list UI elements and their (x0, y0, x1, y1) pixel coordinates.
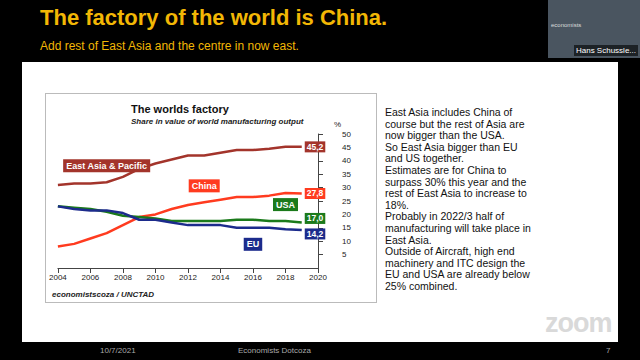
svg-text:2008: 2008 (114, 273, 132, 282)
html-text:Add rest of East Asia and the: Add rest of East Asia and the centre in … (40, 39, 299, 53)
svg-text:2016: 2016 (244, 273, 262, 282)
svg-text:14,2: 14,2 (307, 229, 324, 239)
html-text:Hans Schussle...: Hans Schussle... (576, 46, 636, 55)
svg-text:2010: 2010 (147, 273, 165, 282)
html-text:Estimates are for China to: Estimates are for China to (385, 164, 507, 176)
svg-text:35: 35 (342, 170, 351, 179)
svg-text:economistscoza / UNCTAD: economistscoza / UNCTAD (52, 290, 154, 299)
html-text:economists: economists (551, 22, 582, 28)
html-text:manufacturing will take place: manufacturing will take place in (385, 221, 531, 234)
svg-text:The worlds factory: The worlds factory (131, 103, 230, 115)
svg-text:EU: EU (247, 239, 260, 249)
svg-text:2006: 2006 (82, 273, 100, 282)
html-text:18%.: 18%. (385, 198, 409, 211)
svg-text:50: 50 (342, 130, 351, 139)
html-text:Outside of Aircraft, high end: Outside of Aircraft, high end (385, 245, 515, 258)
svg-text:China: China (192, 181, 218, 191)
html-text:rest of East Asia to increase: rest of East Asia to increase to (385, 187, 527, 200)
svg-text:45,2: 45,2 (307, 142, 324, 152)
html-text:So East Asia bigger than EU: So East Asia bigger than EU (385, 140, 518, 153)
svg-text:East Asia & Pacific: East Asia & Pacific (66, 161, 147, 171)
html-text:machinery and ITC design the: machinery and ITC design the (385, 256, 526, 269)
svg-text:45: 45 (342, 143, 351, 152)
html-text:Economists Dotcoza: Economists Dotcoza (238, 346, 311, 355)
html-text:EU and USA are already below: EU and USA are already below (385, 268, 530, 281)
svg-text:2020: 2020 (309, 273, 327, 282)
html-text:zoom: zoom (545, 308, 612, 338)
svg-text:5: 5 (342, 250, 347, 259)
svg-text:10: 10 (342, 237, 351, 246)
html-text:25% combined.: 25% combined. (385, 279, 458, 292)
svg-text:30: 30 (342, 183, 351, 192)
svg-text:27,8: 27,8 (307, 188, 324, 198)
html-text:now bigger than the USA.: now bigger than the USA. (385, 129, 505, 142)
html-text:course but the rest of Asia ar: course but the rest of Asia are (385, 117, 525, 130)
svg-text:20: 20 (342, 210, 351, 219)
html-text:10/7/2021: 10/7/2021 (100, 346, 136, 355)
svg-text:2004: 2004 (49, 273, 67, 282)
svg-text:15: 15 (342, 223, 351, 232)
svg-text:%: % (334, 120, 341, 129)
svg-text:2018: 2018 (277, 273, 295, 282)
html-text:East Asia.: East Asia. (385, 233, 432, 246)
html-text:and US together.: and US together. (385, 152, 464, 165)
svg-text:USA: USA (276, 200, 296, 210)
html-text:Probably in 2022/3 half of: Probably in 2022/3 half of (385, 210, 505, 223)
svg-text:25: 25 (342, 197, 351, 206)
html-text:surpass 30% this year and the: surpass 30% this year and the (385, 175, 527, 188)
svg-text:40: 40 (342, 156, 351, 165)
svg-text:2012: 2012 (179, 273, 197, 282)
svg-text:Share in value of world manufa: Share in value of world manufacturing ou… (131, 117, 304, 126)
svg-text:2014: 2014 (212, 273, 230, 282)
html-text:7: 7 (606, 346, 611, 355)
svg-text:17,0: 17,0 (307, 213, 324, 223)
html-text:East Asia includes China of: East Asia includes China of (385, 106, 513, 118)
html-text:The factory of the world is Ch: The factory of the world is China. (40, 5, 388, 30)
